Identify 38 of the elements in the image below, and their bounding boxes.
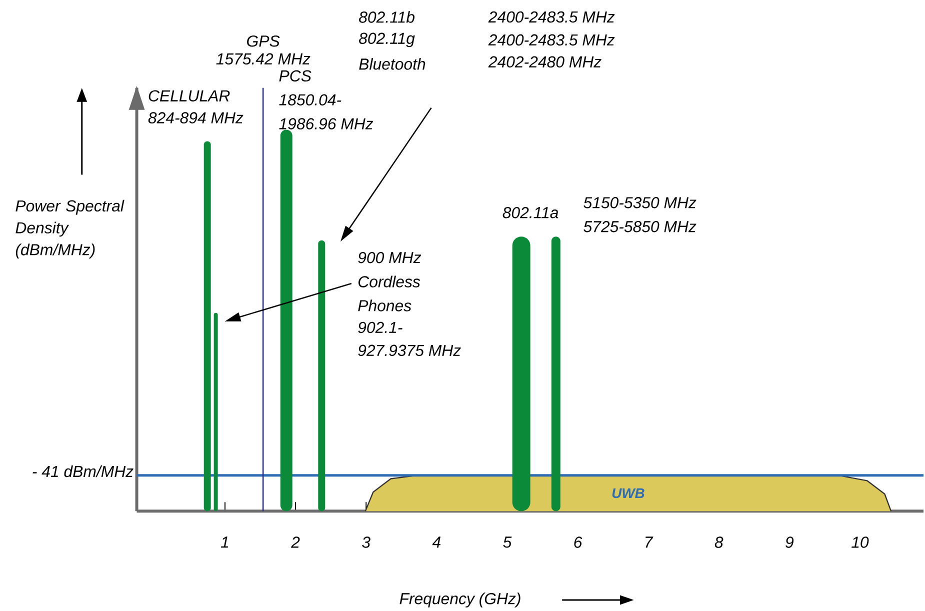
x-tick-label: 8 [714, 536, 724, 548]
text: 1986.96 MHz [279, 118, 374, 130]
text: 824-894 MHz [148, 112, 244, 124]
x-tick-label: 5 [503, 536, 512, 548]
text: 1850.04- [279, 94, 342, 106]
bar [318, 240, 326, 512]
text: 1575.42 MHz [216, 53, 310, 65]
bar [204, 141, 211, 512]
annotation: 902.1- [358, 322, 402, 334]
x-tick-label: 9 [786, 536, 794, 548]
annotation: 5725-5850 MHz [584, 220, 696, 232]
text: PCS [279, 70, 312, 82]
text: CELLULAR [148, 90, 230, 102]
text: 802.11b [359, 11, 414, 23]
annotation: 927.9375 MHz [358, 344, 461, 356]
text: 2402-2480 MHz [488, 56, 602, 68]
y-axis-title: Power Spectral Density (dBm/MHz) [16, 200, 124, 258]
annotation: 5150-5350 MHz [584, 197, 696, 208]
annotation: Cordless [358, 276, 420, 288]
series-label: UWB [612, 488, 644, 498]
x-tick-label: 2 [291, 536, 300, 548]
text: 2400-2483.5 MHz [488, 34, 615, 46]
x-axis-title: Frequency (GHz) [400, 592, 520, 608]
x-tick-label: 4 [432, 536, 440, 548]
annotation: 900 MHz [358, 252, 422, 264]
annotation: 802.11a [502, 207, 558, 218]
x-tick-label: 1 [220, 536, 228, 548]
text: Bluetooth [359, 58, 426, 70]
text: 802.11g [359, 32, 415, 48]
annotation: Phones [358, 300, 412, 312]
ref-line-label: GPS [247, 35, 280, 47]
x-tick-label: 7 [646, 536, 654, 548]
x-tick-label: 3 [362, 536, 370, 548]
x-tick-label: 10 [852, 536, 869, 548]
ref-line-label: - 41 dBm/MHz [32, 465, 134, 478]
bar [551, 236, 560, 512]
text: 2400-2483.5 MHz [488, 11, 615, 23]
x-tick-label: 6 [574, 536, 582, 548]
